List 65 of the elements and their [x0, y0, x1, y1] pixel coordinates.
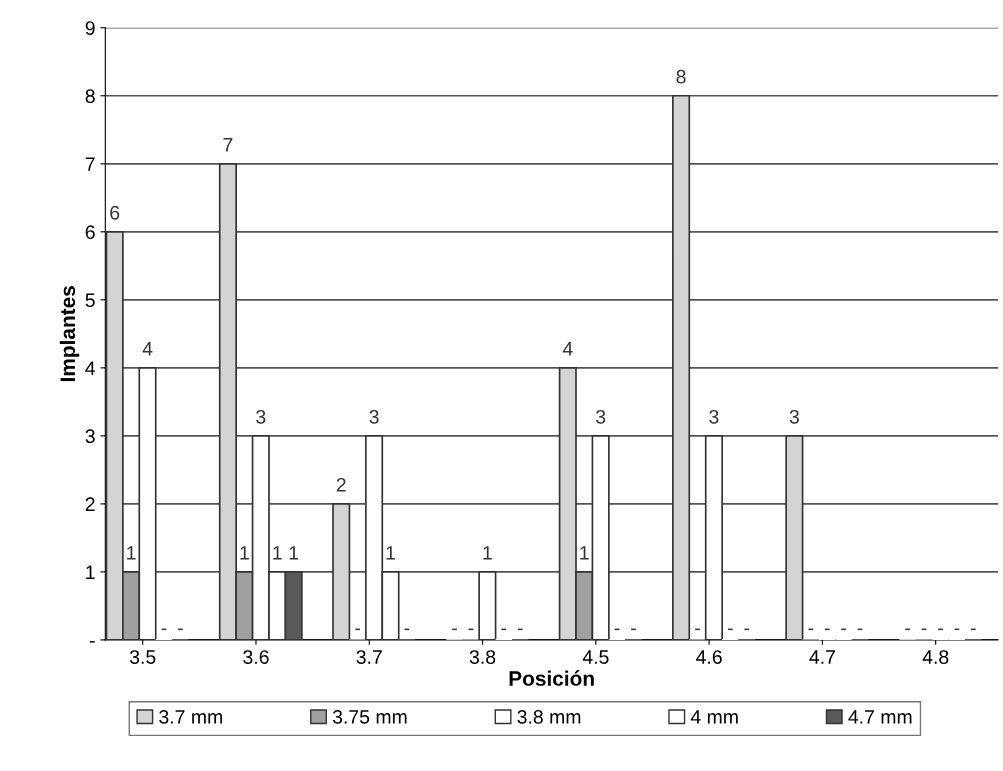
data-label: -: [614, 628, 620, 631]
x-tick-label: 3.5: [129, 650, 156, 664]
data-label: -: [501, 628, 507, 631]
data-label: 1: [240, 546, 249, 560]
data-label: -: [841, 628, 847, 631]
legend-label: 3.75 mm: [332, 709, 407, 724]
data-label: 4: [562, 342, 573, 356]
y-tick-label: 3: [85, 429, 95, 444]
data-label: -: [468, 628, 474, 631]
data-label: 7: [223, 138, 233, 152]
x-axis-title: Posición: [509, 670, 594, 686]
data-label: -: [857, 628, 863, 631]
data-label: 3: [369, 409, 379, 424]
data-label: 3: [256, 409, 266, 424]
y-tick-label: 2: [85, 497, 95, 511]
data-label: 1: [483, 546, 492, 560]
data-label: -: [921, 628, 927, 631]
data-label: -: [177, 628, 183, 631]
y-tick-label: -: [89, 641, 95, 643]
data-label: 1: [386, 546, 395, 560]
data-label: 3: [789, 409, 799, 424]
data-label: 2: [336, 477, 346, 492]
y-tick-label: 8: [85, 89, 95, 104]
y-tick-label: 4: [85, 361, 96, 375]
x-tick-label: 4.7: [809, 650, 835, 664]
data-label: -: [517, 628, 523, 631]
x-tick-label: 4.5: [582, 650, 609, 664]
data-label: 1: [273, 546, 282, 560]
legend-label: 3.7 mm: [159, 709, 222, 724]
data-label: -: [954, 628, 960, 631]
data-label: -: [938, 628, 943, 631]
y-tick-label: 9: [85, 21, 95, 35]
data-label: 1: [289, 546, 299, 560]
data-label: -: [727, 628, 733, 631]
legend-label: 4 mm: [690, 710, 738, 724]
data-label: 4: [142, 342, 153, 356]
y-tick-label: 6: [85, 225, 95, 240]
data-label: -: [744, 628, 750, 631]
legend-label: 4.7 mm: [848, 710, 912, 724]
y-tick-label: 1: [86, 565, 95, 579]
legend-label: 3.8 mm: [517, 709, 581, 724]
x-tick-label: 4.6: [696, 650, 722, 664]
data-label: -: [808, 628, 814, 631]
data-label: -: [452, 628, 457, 631]
data-label: -: [824, 628, 830, 631]
y-tick-label: 5: [85, 293, 95, 308]
data-label: 8: [676, 69, 686, 84]
y-tick-label: 7: [85, 157, 95, 171]
data-label: 3: [709, 409, 719, 424]
data-label: -: [695, 628, 700, 631]
data-label: -: [355, 628, 361, 631]
data-label: -: [404, 628, 410, 631]
data-label: 1: [127, 546, 136, 560]
x-tick-label: 4.8: [922, 650, 949, 664]
x-tick-label: 3.7: [356, 650, 382, 664]
data-label: -: [161, 628, 167, 631]
data-label: 1: [580, 546, 589, 560]
data-label: -: [970, 628, 976, 631]
data-label: 3: [595, 409, 606, 424]
x-tick-label: 3.8: [469, 650, 496, 664]
data-label: -: [905, 628, 911, 631]
y-axis-title: Implantes: [59, 286, 80, 382]
x-tick-label: 3.6: [243, 650, 269, 664]
data-label: 6: [110, 205, 120, 220]
data-label: -: [631, 628, 636, 631]
